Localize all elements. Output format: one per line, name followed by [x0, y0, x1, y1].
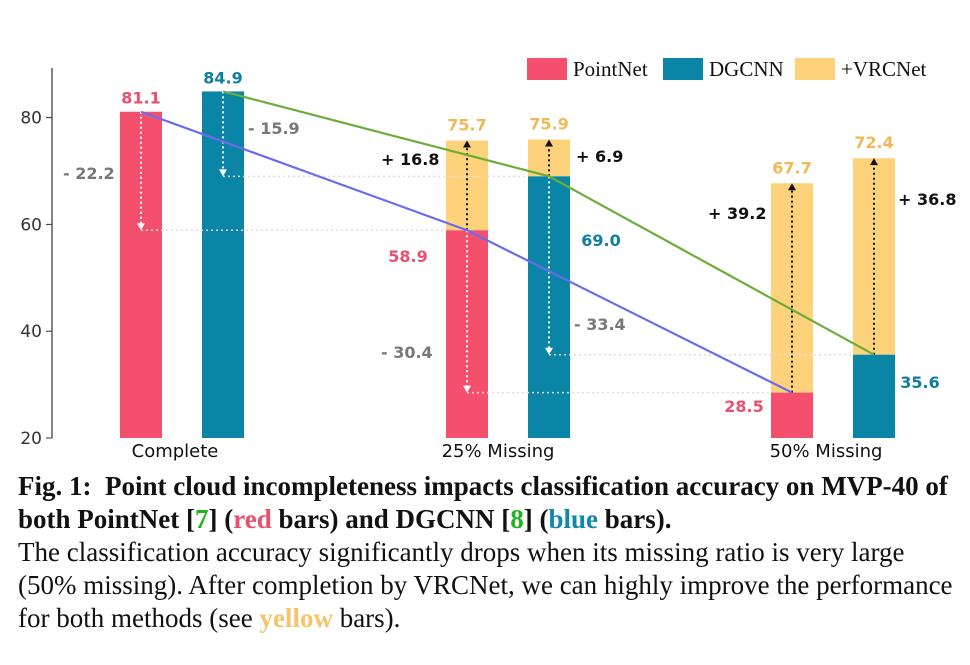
- y-tick-label: 60: [20, 215, 42, 235]
- value-labels: 81.1 84.9 58.9 69.0 28.5 35.6 75.7 75.9 67.7 72.4…: [63, 68, 956, 416]
- y-tick-label: 20: [20, 429, 42, 449]
- bar-vrcnet-dgcnn: [853, 158, 895, 355]
- drop-label-pointnet-50: - 30.4: [381, 343, 433, 362]
- gain-label-dgcnn-50: + 36.8: [898, 190, 956, 209]
- legend-swatch: [795, 58, 835, 80]
- y-tick-label: 80: [20, 109, 42, 129]
- caption-line2e: bars).: [598, 504, 672, 534]
- category-label: 50% Missing: [770, 441, 883, 462]
- value-label-dgcnn-complete: 84.9: [203, 68, 242, 87]
- value-label-vrcnet-dgcnn-50: 72.4: [854, 133, 893, 152]
- caption-ref-8[interactable]: 8: [510, 504, 524, 534]
- caption-body-b: bars).: [332, 603, 401, 633]
- value-label-pointnet-25: 58.9: [388, 247, 427, 266]
- gain-arrow-head: [463, 140, 471, 148]
- legend-swatch: [663, 58, 703, 80]
- caption-title: Fig. 1: Point cloud incompleteness impac…: [18, 470, 958, 536]
- value-label-vrcnet-pointnet-25: 75.7: [447, 116, 486, 135]
- caption-ref-7[interactable]: 7: [195, 504, 209, 534]
- category-label: Complete: [132, 441, 219, 462]
- bar-pointnet: [120, 111, 162, 438]
- bar-pointnet: [446, 230, 488, 438]
- caption-yellow-word: yellow: [259, 603, 333, 633]
- drop-label-dgcnn-25: - 15.9: [248, 119, 300, 138]
- caption-blue-word: blue: [548, 504, 599, 534]
- legend-label: +VRCNet: [841, 57, 927, 81]
- caption-line1: Point cloud incompleteness impacts class…: [105, 471, 815, 501]
- trend-lines: [140, 90, 875, 394]
- value-label-vrcnet-pointnet-50: 67.7: [772, 158, 811, 177]
- category-labels: Complete 25% Missing 50% Missing: [132, 441, 883, 462]
- legend-swatch: [527, 58, 567, 80]
- gain-arrow-head: [870, 158, 878, 166]
- caption-body-a: The classification accuracy significantl…: [18, 537, 953, 633]
- value-label-vrcnet-dgcnn-25: 75.9: [529, 114, 568, 133]
- chart: 20 40 60 80 81.1 84.9 58.9 69.0 28.5 35.6 75.7 75.…: [20, 57, 956, 462]
- gain-label-pointnet-25: + 16.8: [381, 150, 439, 169]
- figure-caption: Fig. 1: Point cloud incompleteness impac…: [18, 470, 958, 635]
- drop-arrow-head: [463, 385, 471, 393]
- drop-arrow-head: [137, 223, 145, 231]
- legend: PointNet DGCNN +VRCNet: [527, 57, 927, 81]
- y-ticks: 20 40 60 80: [20, 109, 52, 449]
- caption-line2c: bars) and DGCNN [: [271, 504, 511, 534]
- caption-line2d: ] (: [523, 504, 549, 534]
- caption-line2a: MVP-40 of both PointNet [: [18, 471, 948, 534]
- gain-label-pointnet-50: + 39.2: [708, 204, 766, 223]
- drop-arrow-head: [219, 169, 227, 177]
- bar-dgcnn: [202, 91, 244, 439]
- value-label-pointnet-complete: 81.1: [121, 89, 160, 108]
- gain-arrow-head: [545, 139, 553, 147]
- caption-red-word: red: [233, 504, 272, 534]
- category-label: 25% Missing: [442, 441, 555, 462]
- caption-fig-label: Fig. 1:: [18, 471, 92, 501]
- legend-label: DGCNN: [709, 57, 784, 81]
- drop-label-pointnet-25: - 22.2: [63, 164, 115, 183]
- caption-body: The classification accuracy significantl…: [18, 536, 958, 635]
- gain-arrow-head: [788, 183, 796, 191]
- gain-label-dgcnn-25: + 6.9: [576, 147, 623, 166]
- bar-vrcnet-pointnet: [771, 183, 813, 393]
- drop-label-dgcnn-50: - 33.4: [574, 315, 626, 334]
- drop-arrow-head: [545, 347, 553, 355]
- value-label-pointnet-50: 28.5: [724, 397, 763, 416]
- trend-line-dgcnn: [222, 90, 875, 356]
- bars: [120, 91, 895, 439]
- value-label-dgcnn-50: 35.6: [900, 373, 939, 392]
- caption-line2b: ] (: [208, 504, 234, 534]
- trend-line-pointnet: [140, 110, 793, 394]
- value-label-dgcnn-25: 69.0: [581, 231, 620, 250]
- guide-lines: [137, 91, 878, 394]
- bar-dgcnn: [853, 354, 895, 438]
- y-tick-label: 40: [20, 322, 42, 342]
- legend-label: PointNet: [573, 57, 648, 81]
- bar-pointnet: [771, 392, 813, 438]
